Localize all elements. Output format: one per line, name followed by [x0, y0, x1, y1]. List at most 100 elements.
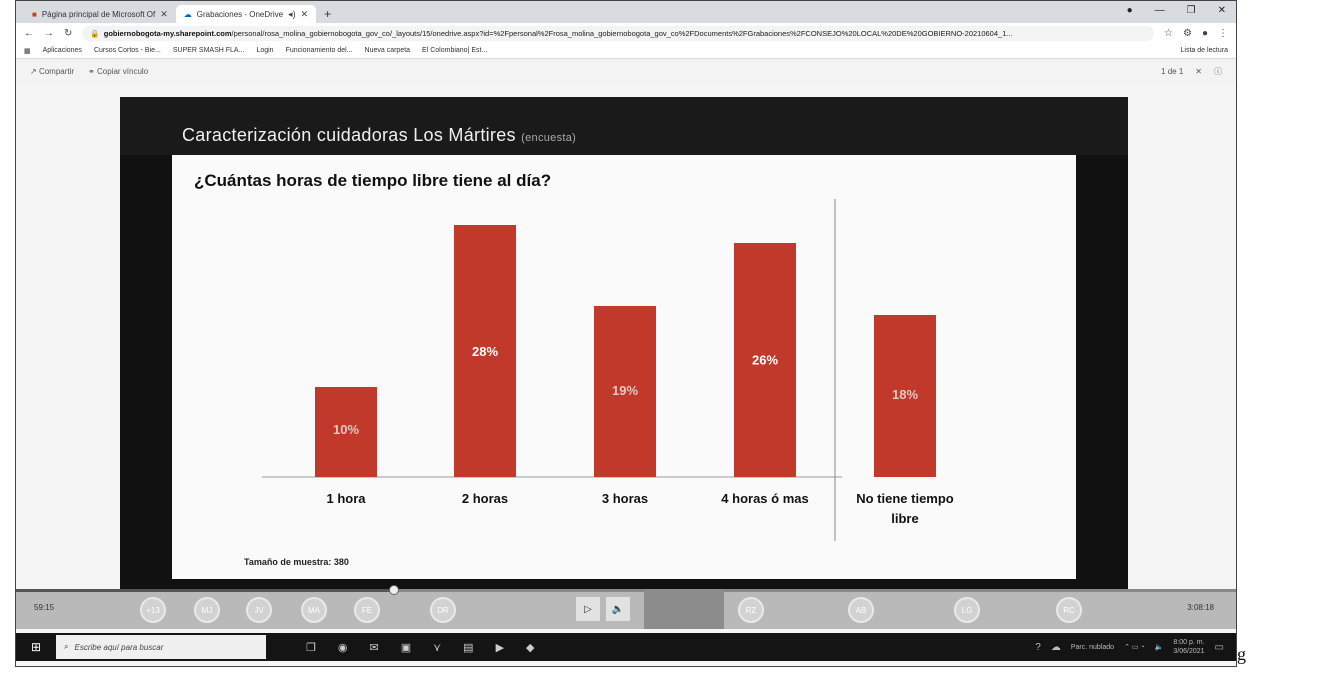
info-icon[interactable]: ⓘ: [1214, 66, 1222, 76]
share-button[interactable]: ↗ Compartir: [30, 67, 74, 76]
taskbar-search[interactable]: ⌕ Escribe aquí para buscar: [56, 635, 266, 659]
bookmark-item[interactable]: Login: [256, 47, 274, 54]
extensions-icon[interactable]: ⚙: [1182, 27, 1192, 39]
data-label: 19%: [612, 383, 638, 398]
profile-icon[interactable]: ●: [1201, 27, 1208, 39]
task-view-icon[interactable]: ❐: [306, 641, 316, 654]
bookmarks-bar: ▦ Aplicaciones Cursos Cortos - Bie... SU…: [16, 43, 1236, 59]
participant-avatar[interactable]: JV: [246, 597, 272, 623]
slide-title: Caracterización cuidadoras Los Mártires …: [182, 125, 576, 146]
slide-body: ¿Cuántas horas de tiempo libre tiene al …: [172, 155, 1076, 579]
system-tray: ? ☁ Parc. nublado ⌃ ▭ ◔ 🔈 8:00 p. m. 3/0…: [1035, 633, 1224, 661]
participant-avatar[interactable]: MA: [301, 597, 327, 623]
volume-button[interactable]: 🔈: [606, 597, 630, 621]
notifications-icon[interactable]: ▭: [1214, 641, 1224, 653]
seek-knob[interactable]: [389, 585, 400, 595]
url-host: gobiernobogota-my.sharepoint.com: [103, 28, 232, 38]
url-path: /personal/rosa_molina_gobiernobogota_gov…: [231, 28, 1013, 38]
participant-avatar[interactable]: AB: [848, 597, 874, 623]
x-tick-label: 2 horas: [462, 491, 508, 506]
teams-icon[interactable]: ◆: [526, 641, 535, 654]
url-field[interactable]: 🔒 gobiernobogota-my.sharepoint.com /pers…: [82, 25, 1155, 41]
help-icon[interactable]: ?: [1035, 641, 1041, 653]
tab-microsoft-office[interactable]: ■ Página principal de Microsoft Of ✕: [24, 5, 176, 23]
x-tick-label: 1 hora: [326, 491, 366, 506]
participant-avatar[interactable]: RZ: [738, 597, 764, 623]
new-tab-button[interactable]: +: [324, 7, 332, 21]
x-tick-label: No tiene tiempo: [856, 491, 954, 506]
maximize-button[interactable]: ❐: [1186, 5, 1196, 16]
vscode-icon[interactable]: ⋎: [433, 641, 442, 654]
elapsed-time: 59:15: [34, 603, 55, 612]
share-label: Compartir: [38, 66, 75, 76]
avatar-initials: MJ: [201, 605, 213, 615]
sample-size: Tamaño de muestra: 380: [244, 557, 349, 567]
star-icon[interactable]: ☆: [1164, 27, 1173, 39]
network-icon[interactable]: ⌃ ▭ ◔: [1124, 644, 1145, 651]
close-icon[interactable]: ✕: [300, 8, 309, 19]
participant-avatar[interactable]: +13: [140, 597, 166, 623]
playback-controls: ▷ 🔈: [576, 597, 630, 621]
bookmark-item[interactable]: Funcionamiento del...: [285, 47, 353, 54]
avatar-initials: RZ: [745, 605, 757, 615]
page-count: 1 de 1: [1161, 66, 1184, 76]
participant-avatar[interactable]: LG: [954, 597, 980, 623]
store-icon[interactable]: ▣: [400, 641, 412, 654]
x-tick-label: 4 horas ó mas: [721, 491, 808, 506]
chrome-icon[interactable]: ◉: [337, 641, 348, 654]
participant-avatar[interactable]: RC: [1056, 597, 1082, 623]
reading-list-button[interactable]: Lista de lectura: [1180, 47, 1228, 54]
explorer-icon[interactable]: ▤: [463, 641, 474, 654]
play-button[interactable]: ▷: [576, 597, 600, 621]
close-window-button[interactable]: ✕: [1217, 5, 1226, 16]
back-icon[interactable]: ←: [24, 27, 34, 39]
seek-fill: [16, 589, 395, 592]
clock-date: 3/06/2021: [1173, 648, 1205, 655]
audio-icon[interactable]: ◂): [288, 8, 296, 19]
tab-label: Grabaciones - OneDrive: [196, 9, 284, 19]
bookmark-item[interactable]: Nueva carpeta: [364, 47, 411, 54]
data-label: 10%: [333, 422, 359, 437]
reload-icon[interactable]: ↻: [64, 27, 73, 39]
menu-icon[interactable]: ⋮: [1218, 27, 1228, 39]
presenter-video: [644, 589, 724, 629]
taskbar-apps: ❐ ◉ ✉ ▣ ⋎ ▤ ▶ ◆: [306, 641, 535, 654]
seek-bar[interactable]: [16, 585, 1236, 595]
participant-avatar[interactable]: FE: [354, 597, 380, 623]
participant-avatar[interactable]: DR: [430, 597, 456, 623]
window-controls: ● — ❐ ✕: [1127, 5, 1226, 16]
close-viewer-icon[interactable]: ✕: [1195, 66, 1202, 76]
mail-icon[interactable]: ✉: [369, 641, 379, 654]
video-player[interactable]: Caracterización cuidadoras Los Mártires …: [120, 97, 1128, 589]
avatar-initials: JV: [254, 605, 264, 615]
participant-avatar[interactable]: MJ: [194, 597, 220, 623]
copy-link-button[interactable]: ⚭ Copiar vínculo: [88, 67, 148, 76]
data-label: 26%: [752, 353, 778, 368]
search-icon: ⌕: [64, 642, 69, 651]
viewer-toolbar: ↗ Compartir ⚭ Copiar vínculo 1 de 1 ✕ ⓘ: [16, 59, 1236, 83]
bookmark-item[interactable]: SUPER SMASH FLA...: [172, 47, 245, 54]
tab-onedrive[interactable]: ☁ Grabaciones - OneDrive ◂) ✕: [175, 5, 317, 23]
volume-icon[interactable]: 🔈: [1154, 644, 1164, 651]
data-label: 18%: [892, 387, 918, 402]
clock[interactable]: 8:00 p. m. 3/06/2021: [1173, 638, 1204, 656]
slide-title-sub: (encuesta): [521, 132, 577, 144]
minimize-button[interactable]: —: [1154, 5, 1165, 16]
weather-text[interactable]: Parc. nublado: [1070, 643, 1115, 651]
copy-link-label: Copiar vínculo: [97, 66, 149, 76]
data-label: 28%: [472, 344, 498, 359]
onedrive-icon: ☁: [183, 9, 192, 19]
avatar-initials: FE: [361, 605, 373, 615]
apps-icon[interactable]: ▦: [24, 47, 31, 55]
bookmark-item[interactable]: Cursos Cortos - Bie...: [93, 47, 161, 54]
media-icon[interactable]: ▶: [495, 641, 505, 654]
weather-icon[interactable]: ☁: [1050, 641, 1061, 653]
avatar-initials: LG: [961, 605, 973, 615]
close-icon[interactable]: ✕: [160, 8, 168, 19]
record-icon[interactable]: ●: [1126, 5, 1133, 16]
bookmark-item[interactable]: El Colombiano| Est...: [422, 47, 488, 54]
forward-icon[interactable]: →: [44, 27, 54, 39]
start-button[interactable]: ⊞: [30, 640, 42, 654]
bookmark-item[interactable]: Aplicaciones: [42, 47, 82, 54]
windows-taskbar: ⊞ ⌕ Escribe aquí para buscar ❐ ◉ ✉ ▣ ⋎ ▤…: [16, 633, 1236, 661]
